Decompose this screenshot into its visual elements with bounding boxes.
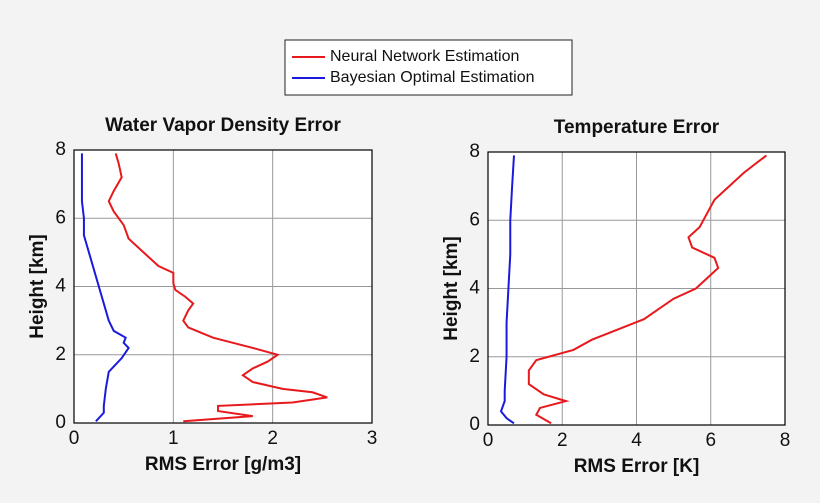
y-tick-label: 2 (55, 344, 66, 365)
x-tick-label: 0 (69, 428, 80, 449)
legend-label: Neural Network Estimation (330, 48, 519, 65)
y-axis-label: Height [km] (441, 236, 462, 341)
line-series (527, 154, 768, 425)
x-tick-label: 1 (168, 428, 179, 449)
x-tick-label: 8 (780, 430, 791, 451)
legend-box (284, 39, 573, 96)
y-tick-label: 0 (55, 412, 66, 433)
x-axis-label: RMS Error [K] (574, 456, 700, 477)
y-tick-label: 4 (469, 278, 480, 299)
y-tick-label: 0 (469, 414, 480, 435)
y-tick-label: 4 (55, 276, 66, 297)
y-tick-label: 6 (469, 209, 480, 230)
chart-title: Temperature Error (554, 117, 720, 138)
y-tick-label: 8 (55, 139, 66, 160)
x-tick-label: 2 (557, 430, 568, 451)
chart-title: Water Vapor Density Error (105, 115, 341, 136)
x-tick-label: 4 (631, 430, 642, 451)
x-tick-label: 2 (267, 428, 278, 449)
line-series (499, 155, 515, 425)
axes-frame (487, 151, 786, 426)
axes-frame (73, 149, 373, 424)
y-tick-label: 8 (469, 141, 480, 162)
x-tick-label: 0 (483, 430, 494, 451)
line-series (107, 153, 328, 423)
x-tick-label: 6 (705, 430, 716, 451)
y-tick-label: 2 (469, 346, 480, 367)
y-tick-label: 6 (55, 207, 66, 228)
x-tick-label: 3 (367, 428, 378, 449)
y-axis-label: Height [km] (27, 234, 48, 339)
legend-label: Bayesian Optimal Estimation (330, 69, 535, 86)
line-series (80, 153, 130, 422)
x-axis-label: RMS Error [g/m3] (145, 454, 301, 475)
